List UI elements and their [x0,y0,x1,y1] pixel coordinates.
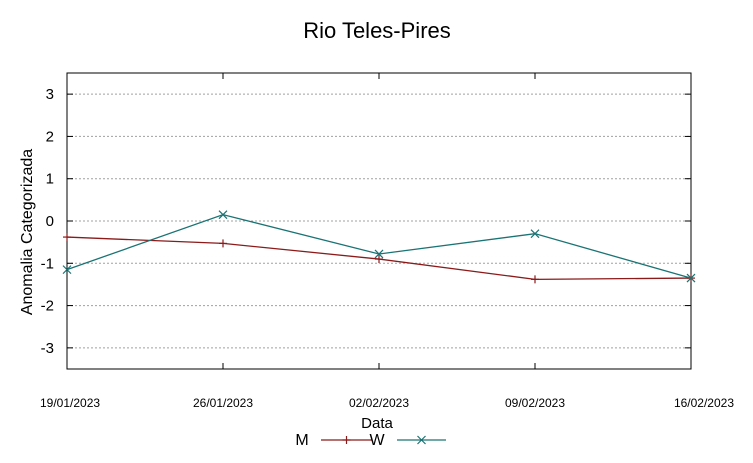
series-layer [62,210,696,284]
data-point-W [686,273,696,283]
y-tick-label: 0 [46,213,54,230]
marker-stroke [686,273,696,283]
x-tick-label: 26/01/2023 [193,396,253,410]
x-tick-label: 16/02/2023 [674,396,734,410]
x-tick-label: 09/02/2023 [505,396,565,410]
y-tick-label: -2 [41,298,54,315]
data-point-W [62,265,72,275]
data-point-M [63,233,71,242]
legend-marker [342,436,351,444]
x-tick-label: 02/02/2023 [349,396,409,410]
y-tick-label: 3 [46,86,54,103]
data-point-W [530,229,540,239]
x-tick-label: 19/01/2023 [40,396,100,410]
marker-stroke [417,435,426,445]
data-point-W [374,249,384,259]
legend-label: W [369,432,385,449]
data-point-M [219,239,227,248]
chart-title: Rio Teles-Pires [303,18,451,43]
plot-frame [66,72,692,370]
axes: -3 -2 -1 0 1 2 3 19/01/2023 26/01/2023 02/02/2023… [40,72,734,410]
x-axis-label: Data [361,415,393,432]
marker-stroke [218,210,228,220]
data-point-W [218,210,228,220]
legend-item-M: M [295,432,372,449]
data-point-M [531,275,539,284]
series-W [62,210,696,283]
marker-stroke [62,265,72,275]
y-tick-label: 2 [46,128,54,145]
marker-stroke [530,229,540,239]
legend-item-W: W [369,432,446,449]
y-axis-label: Anomalia Categorizada [19,149,36,315]
legend-label: M [295,432,308,449]
y-tick-label: -1 [41,255,54,272]
series-M [63,233,695,284]
y-tick-label: -3 [41,340,54,357]
y-tick-label: 1 [46,171,54,188]
marker-stroke [374,249,384,259]
gridlines [67,93,691,349]
series-line-W [66,213,692,279]
data-point-M [375,255,383,264]
legend-marker [417,435,426,445]
